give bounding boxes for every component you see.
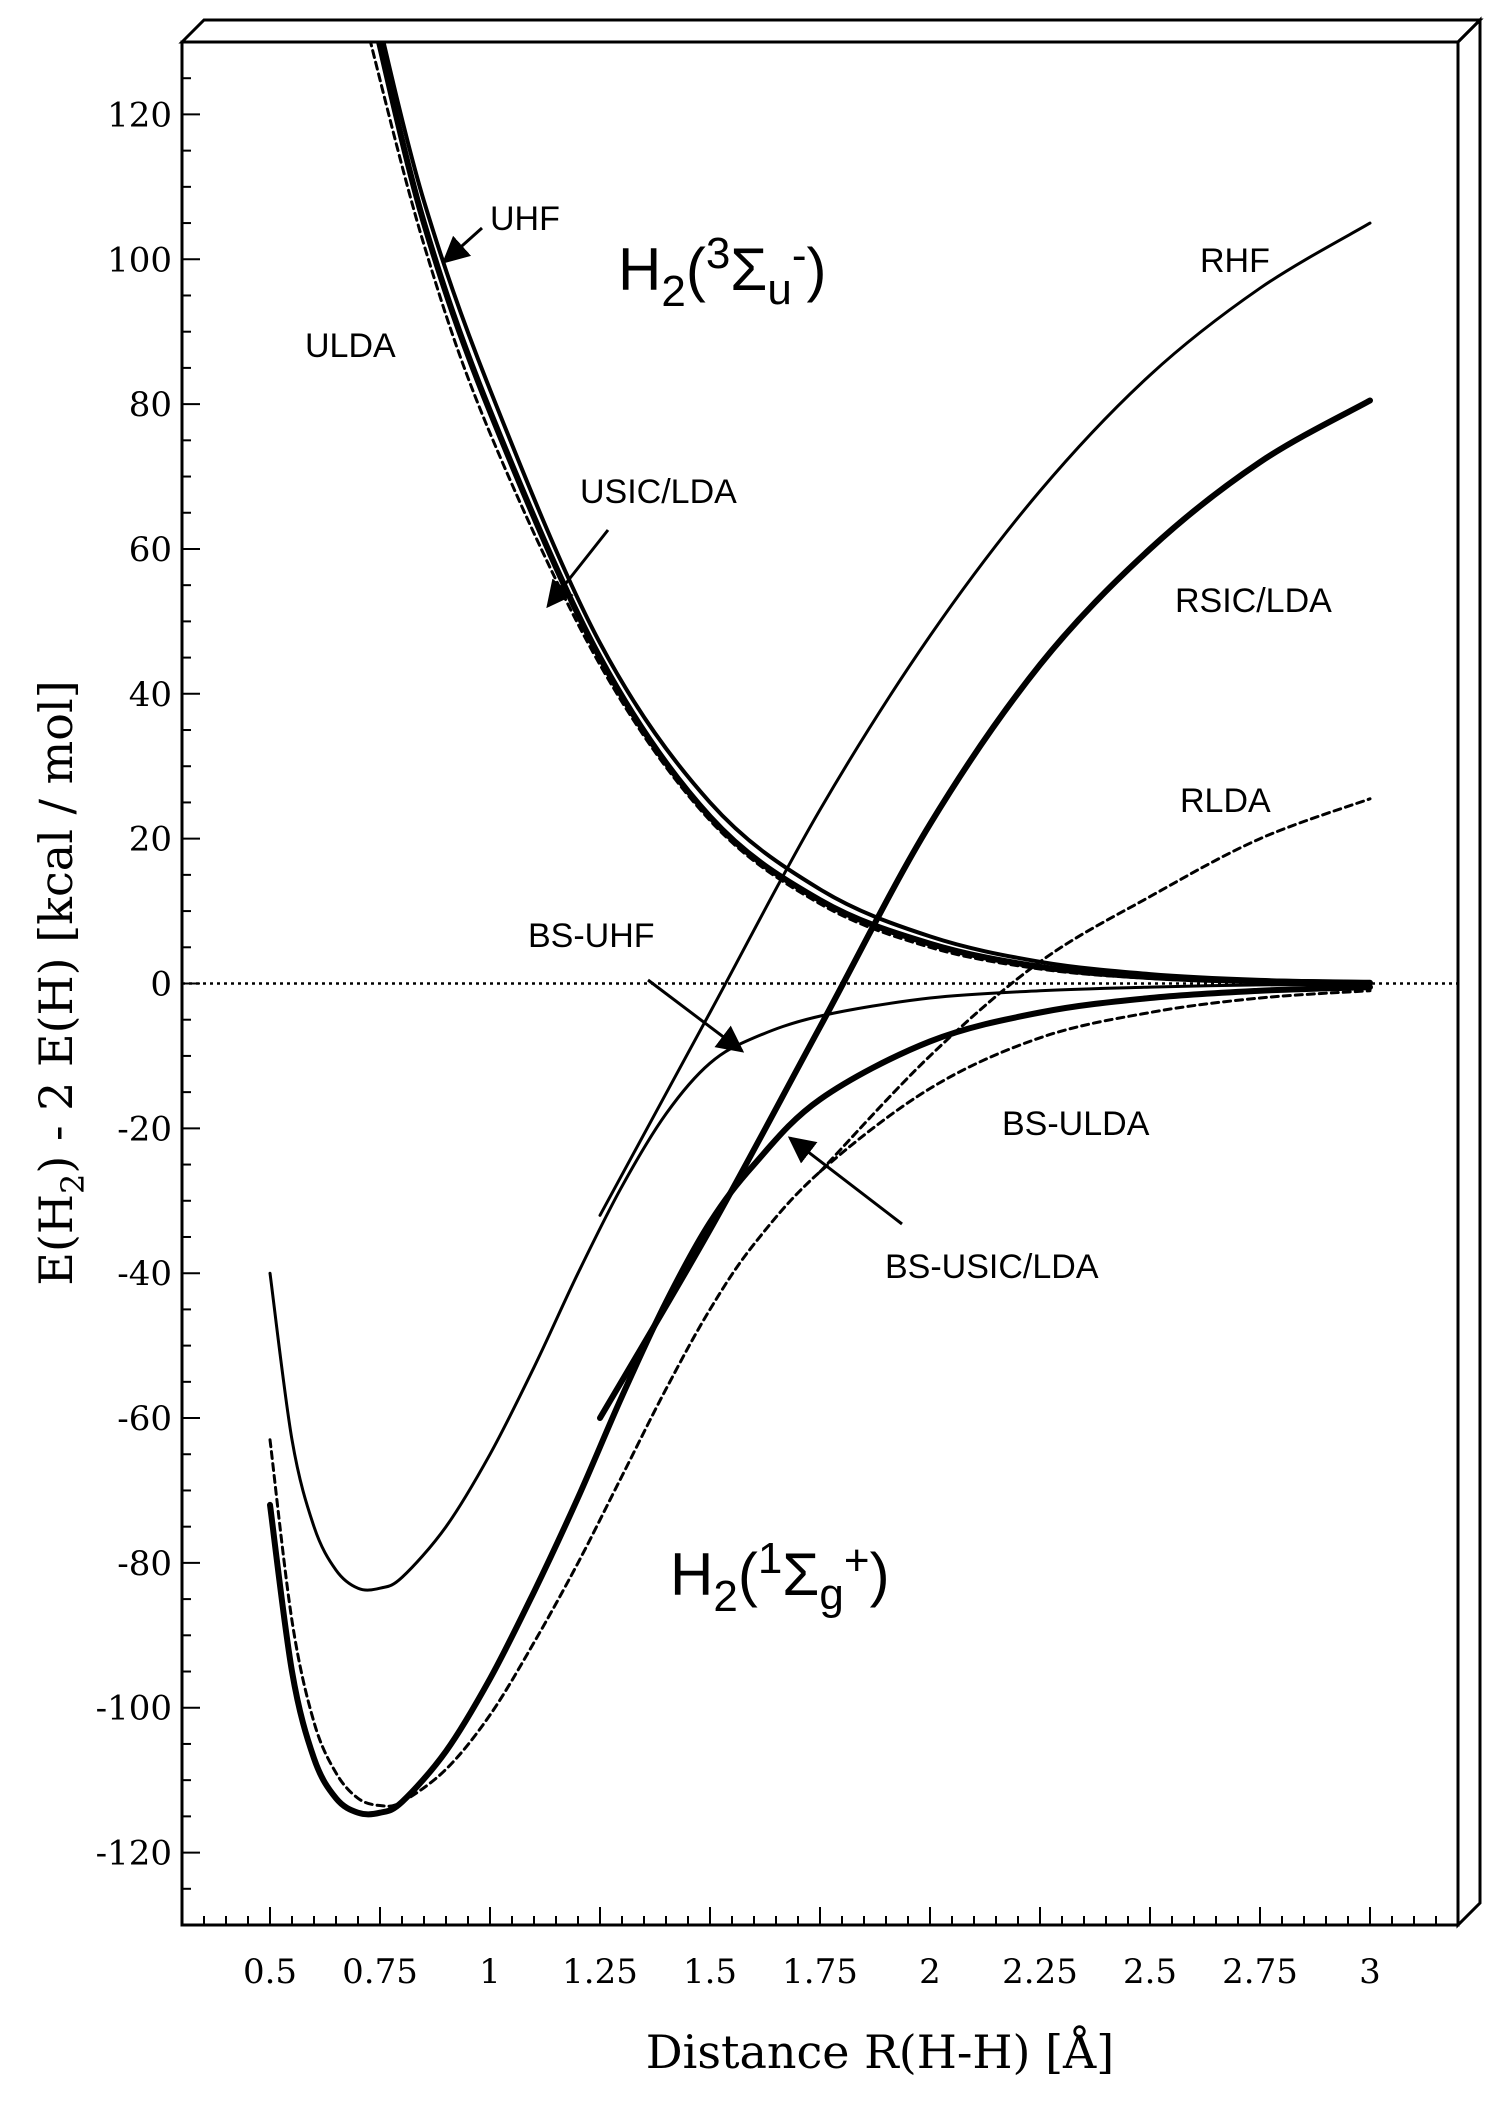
- x-tick-label: 3: [1359, 1952, 1381, 1992]
- series-line-bs-ulda: [268, 989, 1372, 1808]
- series-line-rlda: [818, 797, 1372, 1174]
- series-line-usic-lda: [375, 42, 1373, 986]
- series-line-bs-usic-lda: [267, 984, 1373, 1818]
- y-tick-label: 0: [150, 965, 172, 1005]
- label-usic-lda: USIC/LDA: [580, 473, 737, 511]
- label-rlda: RLDA: [1180, 782, 1271, 820]
- series-layer: [267, 42, 1373, 1818]
- series-line-rhf: [598, 221, 1372, 1217]
- x-tick-label: 0.75: [342, 1952, 418, 1992]
- label-ulda: ULDA: [305, 327, 396, 365]
- singlet-state-label: H2(1Σg+): [670, 1534, 890, 1621]
- series-line-ulda: [368, 42, 1372, 985]
- label-rhf: RHF: [1200, 242, 1270, 280]
- y-tick-label: 120: [107, 95, 172, 135]
- arrow-uhf: [441, 226, 484, 264]
- series-line-bs-uhf: [268, 982, 1372, 1592]
- axes-layer: 0.5 0.75 1 1.25 1.5 1.75 2 2.25 2.5 2.75 3 -120 -100…: [96, 77, 1437, 1992]
- label-bs-ulda: BS-ULDA: [1002, 1105, 1150, 1143]
- y-tick-label: 80: [129, 385, 172, 425]
- label-rsic-lda: RSIC/LDA: [1175, 582, 1332, 620]
- arrow-bs-usic-lda: [787, 1136, 903, 1226]
- y-tick-label: -40: [117, 1254, 172, 1294]
- series-line-rsic-lda: [597, 397, 1373, 1421]
- y-tick-label: -120: [96, 1834, 172, 1874]
- arrow-bs-uhf: [647, 978, 745, 1053]
- x-tick-label: 1: [479, 1952, 501, 1992]
- label-uhf: UHF: [490, 200, 560, 238]
- x-tick-label: 1.25: [562, 1952, 638, 1992]
- y-tick-label: 100: [107, 240, 172, 280]
- y-tick-label: -20: [117, 1109, 172, 1149]
- x-tick-label: 2: [919, 1952, 941, 1992]
- plot-frame: [178, 16, 1484, 1929]
- arrow-usic-lda: [546, 529, 610, 609]
- x-tick-label: 2.75: [1222, 1952, 1298, 1992]
- frame-top-face: [178, 18, 1484, 44]
- label-bs-usic-lda: BS-USIC/LDA: [885, 1248, 1099, 1286]
- annotation-arrows: [441, 226, 903, 1226]
- x-tick-label: 2.25: [1002, 1952, 1078, 1992]
- frame-right-face: [1456, 16, 1482, 1929]
- x-axis-title: Distance R(H-H) [Å]: [646, 2024, 1114, 2079]
- y-tick-label: -100: [96, 1689, 172, 1729]
- y-tick-label: 20: [129, 820, 172, 860]
- y-tick-label: -60: [117, 1399, 172, 1439]
- x-tick-label: 0.5: [243, 1952, 297, 1992]
- x-tick-label: 2.5: [1123, 1952, 1177, 1992]
- x-tick-label: 1.5: [683, 1952, 737, 1992]
- label-bs-uhf: BS-UHF: [528, 917, 655, 955]
- y-tick-label: -80: [117, 1544, 172, 1584]
- y-axis-title: E(H2) - 2 E(H) [kcal / mol]: [29, 680, 92, 1285]
- triplet-state-label: H2(3Σu-): [618, 229, 827, 316]
- y-tick-label: 60: [129, 530, 172, 570]
- x-tick-label: 1.75: [782, 1952, 858, 1992]
- y-tick-label: 40: [129, 675, 172, 715]
